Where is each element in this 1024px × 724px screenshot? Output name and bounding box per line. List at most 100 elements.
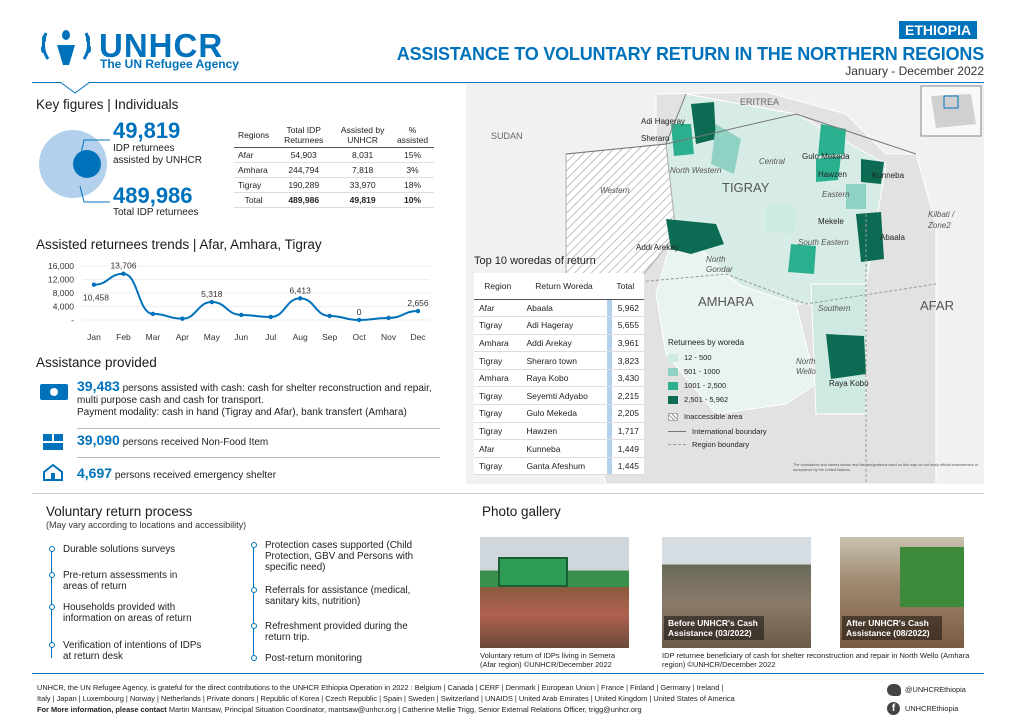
table-cell: Afar <box>474 439 522 458</box>
map-label-abaala: Abaala <box>880 233 905 242</box>
x-tick-label: Oct <box>352 332 366 342</box>
table-cell: Tigray <box>474 316 522 335</box>
legend-label: Inaccessible area <box>684 412 743 421</box>
trend-point <box>180 316 185 321</box>
trend-point <box>91 282 97 287</box>
y-tick-label: - <box>71 315 74 325</box>
data-label: 6,413 <box>290 285 312 295</box>
legend-swatch <box>668 367 678 376</box>
map-label-mekele: Mekele <box>818 217 844 226</box>
map-label-kilbati: Kilbati / Zone2 <box>928 210 955 230</box>
process-line-left <box>51 548 52 658</box>
data-label: 10,458 <box>83 293 109 303</box>
legend-label: 501 - 1000 <box>684 367 720 376</box>
org-subtitle: The UN Refugee Agency <box>100 57 239 71</box>
legend-item: 12 - 500 <box>668 353 786 362</box>
table-cell: 5,962 <box>606 299 644 318</box>
data-label: 5,318 <box>201 289 223 299</box>
photo-door <box>900 547 964 607</box>
total-returnees-label: Total IDP returnees <box>113 207 199 218</box>
table-cell: 15% <box>391 147 434 163</box>
table-row: Tigray 190,289 33,970 18% <box>234 177 434 193</box>
table-cell: 489,986 <box>273 192 335 208</box>
table-cell: 190,289 <box>273 177 335 193</box>
map-label-raya-kobo: Raya Kobo <box>829 379 869 388</box>
shelter-value: 4,697 <box>77 465 113 481</box>
map-label-addi-arekay: Addi Arekay <box>636 243 679 252</box>
table-row: Tigray Gulo Mekeda 2,205 <box>474 404 644 423</box>
map-disclaimer: The boundaries and names shown and the d… <box>793 463 979 472</box>
footer-divider <box>32 673 984 674</box>
footer-contact: For More information, please contact Mar… <box>37 705 857 715</box>
table-cell: 10% <box>391 192 434 208</box>
table-cell: Total <box>234 192 274 208</box>
table-cell: 3% <box>391 162 434 178</box>
table-row: Tigray Seyemti Adyabo 2,215 <box>474 386 644 406</box>
map-label-afar: AFAR <box>920 298 954 313</box>
map-label-eastern: Eastern <box>822 190 850 199</box>
process-step: Protection cases supported (Child Protec… <box>265 540 414 573</box>
map-label-western: Western <box>600 186 630 195</box>
process-subtitle: (May vary according to locations and acc… <box>46 520 247 530</box>
assistance-cash: 39,483 persons assisted with cash: cash … <box>77 378 442 419</box>
photo-truck <box>498 557 568 587</box>
contact-text: Martin Mantsaw, Principal Situation Coor… <box>168 705 642 714</box>
legend-inaccessible: Inaccessible area <box>668 412 786 421</box>
photo-caption-1: Voluntary return of IDPs living in Semer… <box>480 651 616 669</box>
table-cell: Seyemti Adyabo <box>521 386 607 406</box>
trend-point <box>268 314 273 320</box>
x-tick-label: Nov <box>381 332 397 342</box>
table-cell: Gulo Mekeda <box>521 404 607 423</box>
legend-title: Returnees by woreda <box>668 338 745 347</box>
table-cell: 54,903 <box>273 147 335 163</box>
table-header: % assisted <box>391 123 434 148</box>
key-figure-connector <box>79 139 110 203</box>
assisted-returnees-label: IDP returnees assisted by UNHCR <box>113 143 202 166</box>
unhcr-logo-icon <box>41 30 91 65</box>
legend-intl-boundary: International boundary <box>668 427 786 436</box>
table-header: Assisted by UNHCR <box>334 123 392 148</box>
trend-point <box>209 299 215 305</box>
photo-before: Before UNHCR's Cash Assistance (03/2022) <box>662 537 811 648</box>
footer-donors-1: UNHCR, the UN Refugee Agency, is gratefu… <box>37 683 724 692</box>
legend-items: 12 - 500 501 - 1000 1001 - 2,500 2,501 - 5,… <box>668 353 786 404</box>
process-step: Durable solutions surveys <box>63 544 176 555</box>
y-tick-label: 16,000 <box>48 261 74 271</box>
table-cell: Tigray <box>474 351 522 370</box>
table-cell: Tigray <box>234 177 274 193</box>
cash-assisted-value: 39,483 <box>77 378 120 394</box>
assistance-shelter: 4,697 persons received emergency shelter <box>77 465 277 482</box>
facebook-handle[interactable]: UNHCREthiopia <box>905 704 959 713</box>
legend-label: 1001 - 2,500 <box>684 381 727 390</box>
table-row: Amhara 244,794 7,818 3% <box>234 162 434 178</box>
table-cell: 33,970 <box>334 177 392 193</box>
process-step-dot <box>251 587 257 593</box>
table-cell: Ganta Afeshum <box>521 457 607 476</box>
table-total-row: Total 489,986 49,819 10% <box>234 192 434 208</box>
data-label: 13,706 <box>110 261 136 271</box>
photo-semera <box>480 537 629 648</box>
shelter-text: persons received emergency shelter <box>114 470 277 481</box>
table-cell: Amhara <box>474 334 522 353</box>
table-cell: 2,205 <box>606 404 644 423</box>
twitter-handle[interactable]: @UNHCREthiopia <box>905 685 966 694</box>
map-label-adi-hageray: Adi Hageray <box>641 117 686 126</box>
map-label-central: Central <box>759 157 785 166</box>
twitter-icon <box>887 684 901 696</box>
table-row: Tigray Adi Hageray 5,655 <box>474 316 644 335</box>
trend-title: Assisted returnees trends | Afar, Amhara… <box>36 237 322 252</box>
x-tick-label: Mar <box>146 332 161 342</box>
process-step: Verification of intentions of IDPs at re… <box>63 640 202 662</box>
table-row: Tigray Ganta Afeshum 1,445 <box>474 457 644 476</box>
map-label-tigray: TIGRAY <box>722 180 770 195</box>
regions-table: Regions Total IDP Returnees Assisted by … <box>234 123 434 208</box>
x-tick-label: Jan <box>87 332 101 342</box>
legend-swatch <box>668 395 678 404</box>
regions-table-header: Regions Total IDP Returnees Assisted by … <box>234 123 434 148</box>
table-cell: 5,655 <box>606 316 644 335</box>
x-tick-label: Apr <box>176 332 189 342</box>
map-label-north-wello: North Wello <box>796 357 816 376</box>
cash-assisted-text: persons assisted with cash: cash for she… <box>77 383 432 406</box>
top10-title: Top 10 woredas of return <box>474 255 596 267</box>
table-cell: 49,819 <box>334 192 392 208</box>
